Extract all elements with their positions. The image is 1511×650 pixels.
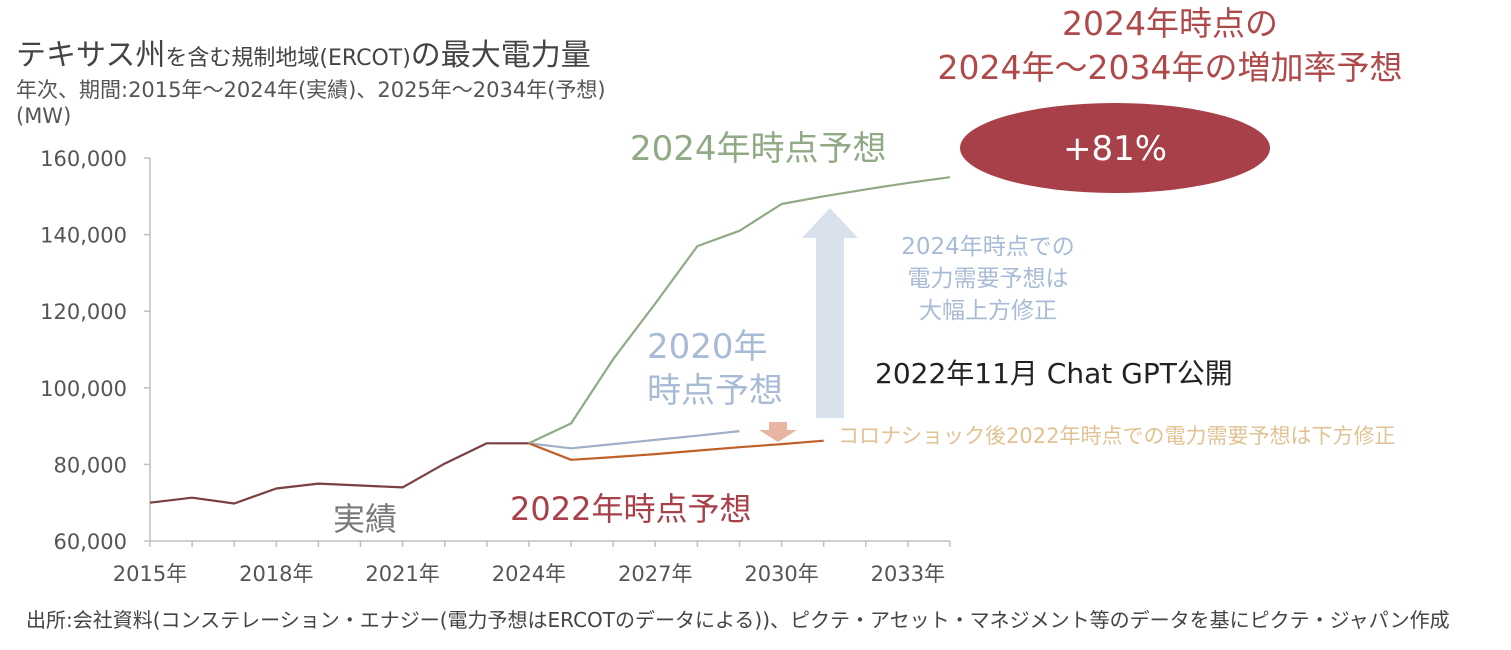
title-small: を含む規制地域(ERCOT) [165,46,411,71]
line-chart: 60,000 80,000 100,000 120,000 140,000 160,000… [40,103,1395,586]
title-tail: の最大電力量 [410,38,591,73]
label-chatgpt: 2022年11月 Chat GPT公開 [875,357,1233,390]
down-arrow-shape [759,422,797,442]
headline-line2: 2024年～2034年の増加率予想 [937,48,1403,87]
x-tick-label: 2018年 [239,562,313,586]
callout-up-line3: 大幅上方修正 [919,298,1057,324]
x-tick-label: 2015年 [113,562,187,586]
series-line [528,430,740,450]
series-lines [149,176,951,505]
series-line [528,176,951,445]
callout-up-line2: 電力需要予想は [908,266,1069,292]
y-tick-label: 160,000 [40,147,127,171]
annotations-layer [759,103,1270,442]
series-line [528,439,824,461]
callout-up-line1: 2024年時点での [901,234,1075,260]
axes: 60,000 80,000 100,000 120,000 140,000 160,000… [40,147,951,586]
title-main: テキサス州 [16,38,166,73]
growth-badge-ellipse [960,103,1270,193]
series-line [149,442,529,505]
label-2020-forecast-line1: 2020年 [647,327,768,367]
growth-headline: 2024年時点の 2024年～2034年の増加率予想 [890,2,1450,90]
y-tick-label: 60,000 [54,530,127,554]
label-2024-forecast: 2024年時点予想 [630,129,887,169]
label-2020-forecast-line2: 時点予想 [647,371,783,411]
chart-title: テキサス州を含む規制地域(ERCOT)の最大電力量 [16,30,591,74]
x-tick-label: 2030年 [744,562,818,586]
up-arrow-shape [802,208,858,418]
y-tick-label: 140,000 [40,224,127,248]
x-tick-label: 2024年 [492,562,566,586]
x-tick-label: 2033年 [871,562,945,586]
x-tick-label: 2027年 [618,562,692,586]
y-tick-label: 100,000 [40,377,127,401]
growth-badge-text: +81% [1063,129,1167,169]
y-axis-unit: (MW) [16,104,72,128]
chart-subtitle: 年次、期間:2015年～2024年(実績)、2025年～2034年(予想) [16,78,606,102]
callout-down-text: コロナショック後2022年時点での電力需要予想は下方修正 [838,424,1395,448]
source-footnote: 出所:会社資料(コンステレーション・エナジー(電力予想はERCOTのデータによる… [26,608,1450,632]
label-2022-forecast: 2022年時点予想 [510,490,751,528]
label-jisseki: 実績 [333,500,397,538]
annotation-labels: +81% 2024年時点予想 2024年時点での 電力需要予想は 大幅上方修正 … [333,129,1395,538]
y-tick-label: 120,000 [40,300,127,324]
headline-line1: 2024年時点の [1062,4,1278,43]
x-tick-label: 2021年 [365,562,439,586]
y-tick-label: 80,000 [54,453,127,477]
